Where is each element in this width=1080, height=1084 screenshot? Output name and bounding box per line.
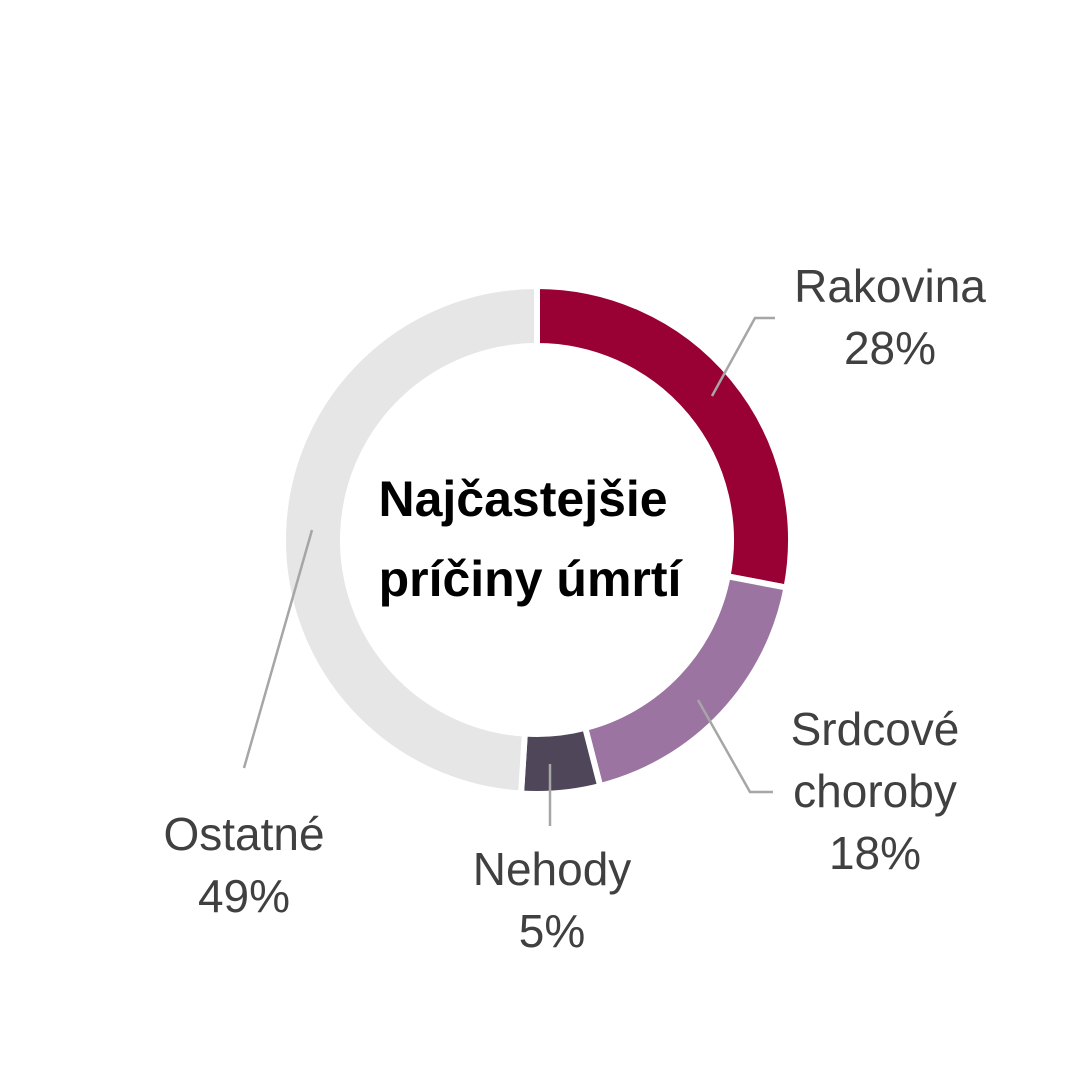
slice-label-0: Rakovina 28%	[794, 260, 986, 374]
slice-label-1-line-1: choroby	[793, 765, 957, 817]
slice-label-2-line-0: Nehody	[473, 843, 632, 895]
slice-label-1-line-0: Srdcové	[791, 703, 960, 755]
leader-line-1	[696, 699, 773, 794]
slice-label-3-line-1: 49%	[198, 870, 290, 922]
chart-title: Najčastejšie príčiny úmrtí	[379, 471, 684, 607]
slice-label-1-line-2: 18%	[829, 827, 921, 879]
slices-group	[280, 282, 794, 797]
slice-label-0-line-1: 28%	[844, 322, 936, 374]
slice-label-2-line-1: 5%	[519, 905, 585, 957]
slice-label-0-line-0: Rakovina	[794, 260, 986, 312]
slice-ostatné	[280, 282, 540, 797]
leader-line-3	[242, 529, 314, 769]
slice-nehody	[517, 724, 604, 797]
slice-labels-group: Rakovina 28% Srdcové choroby 18% Nehody 5% Osta…	[163, 260, 986, 957]
slice-label-1: Srdcové choroby 18%	[791, 703, 960, 879]
slice-label-3: Ostatné 49%	[163, 808, 324, 922]
slice-label-2: Nehody 5%	[473, 843, 632, 957]
chart-title-line-1: Najčastejšie	[379, 471, 668, 527]
slice-rakovina	[534, 282, 794, 592]
chart-title-line-2: príčiny úmrtí	[379, 551, 684, 607]
slice-label-3-line-0: Ostatné	[163, 808, 324, 860]
leader-lines-group	[242, 316, 775, 826]
slice-srdcové-choroby	[581, 572, 791, 790]
leader-line-0	[710, 316, 775, 397]
